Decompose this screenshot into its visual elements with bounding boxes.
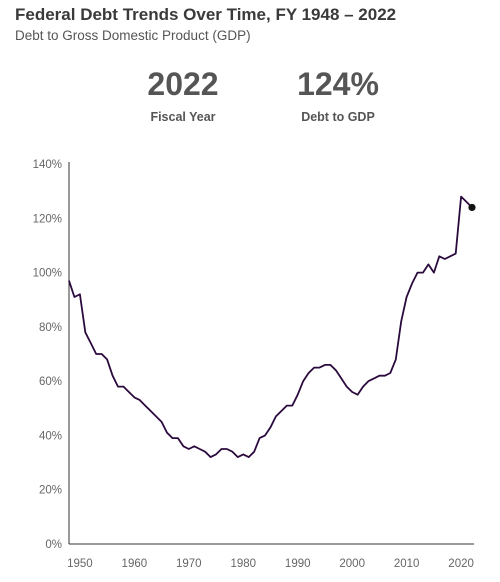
kpi-debt-to-gdp-value: 124% xyxy=(297,66,379,102)
x-tick-label: 1980 xyxy=(230,558,256,570)
kpi-debt-to-gdp-label: Debt to GDP xyxy=(301,110,375,124)
x-tick-label: 1970 xyxy=(176,558,202,570)
x-axis-ticks: 1950 1960 1970 1980 1990 2000 2010 2020 xyxy=(67,558,474,570)
y-tick-label: 80% xyxy=(39,322,62,334)
x-tick-label: 1950 xyxy=(67,558,93,570)
y-tick-label: 20% xyxy=(39,485,62,497)
kpi-fiscal-year-label: Fiscal Year xyxy=(150,110,216,124)
y-tick-label: 0% xyxy=(45,539,62,551)
x-tick-label: 1960 xyxy=(122,558,148,570)
x-tick-label: 2020 xyxy=(448,558,474,570)
x-tick-label: 1990 xyxy=(285,558,311,570)
x-tick-label: 2010 xyxy=(394,558,420,570)
debt-to-gdp-series-line xyxy=(68,195,473,458)
latest-value-point xyxy=(468,203,476,212)
chart-subtitle: Debt to Gross Domestic Product (GDP) xyxy=(15,28,251,43)
y-tick-label: 40% xyxy=(39,430,62,442)
kpi-fiscal-year-value: 2022 xyxy=(147,66,219,102)
y-tick-label: 60% xyxy=(39,376,62,388)
y-tick-label: 100% xyxy=(33,268,62,280)
kpi-fiscal-year: 2022 Fiscal Year xyxy=(108,66,258,124)
y-axis-ticks: 0% 20% 40% 60% 80% 100% 120% 140% xyxy=(33,159,62,551)
kpi-debt-to-gdp: 124% Debt to GDP xyxy=(263,66,413,124)
y-tick-label: 120% xyxy=(33,213,62,225)
y-tick-label: 140% xyxy=(33,159,62,171)
x-tick-label: 2000 xyxy=(339,558,365,570)
chart-title: Federal Debt Trends Over Time, FY 1948 –… xyxy=(15,5,397,24)
